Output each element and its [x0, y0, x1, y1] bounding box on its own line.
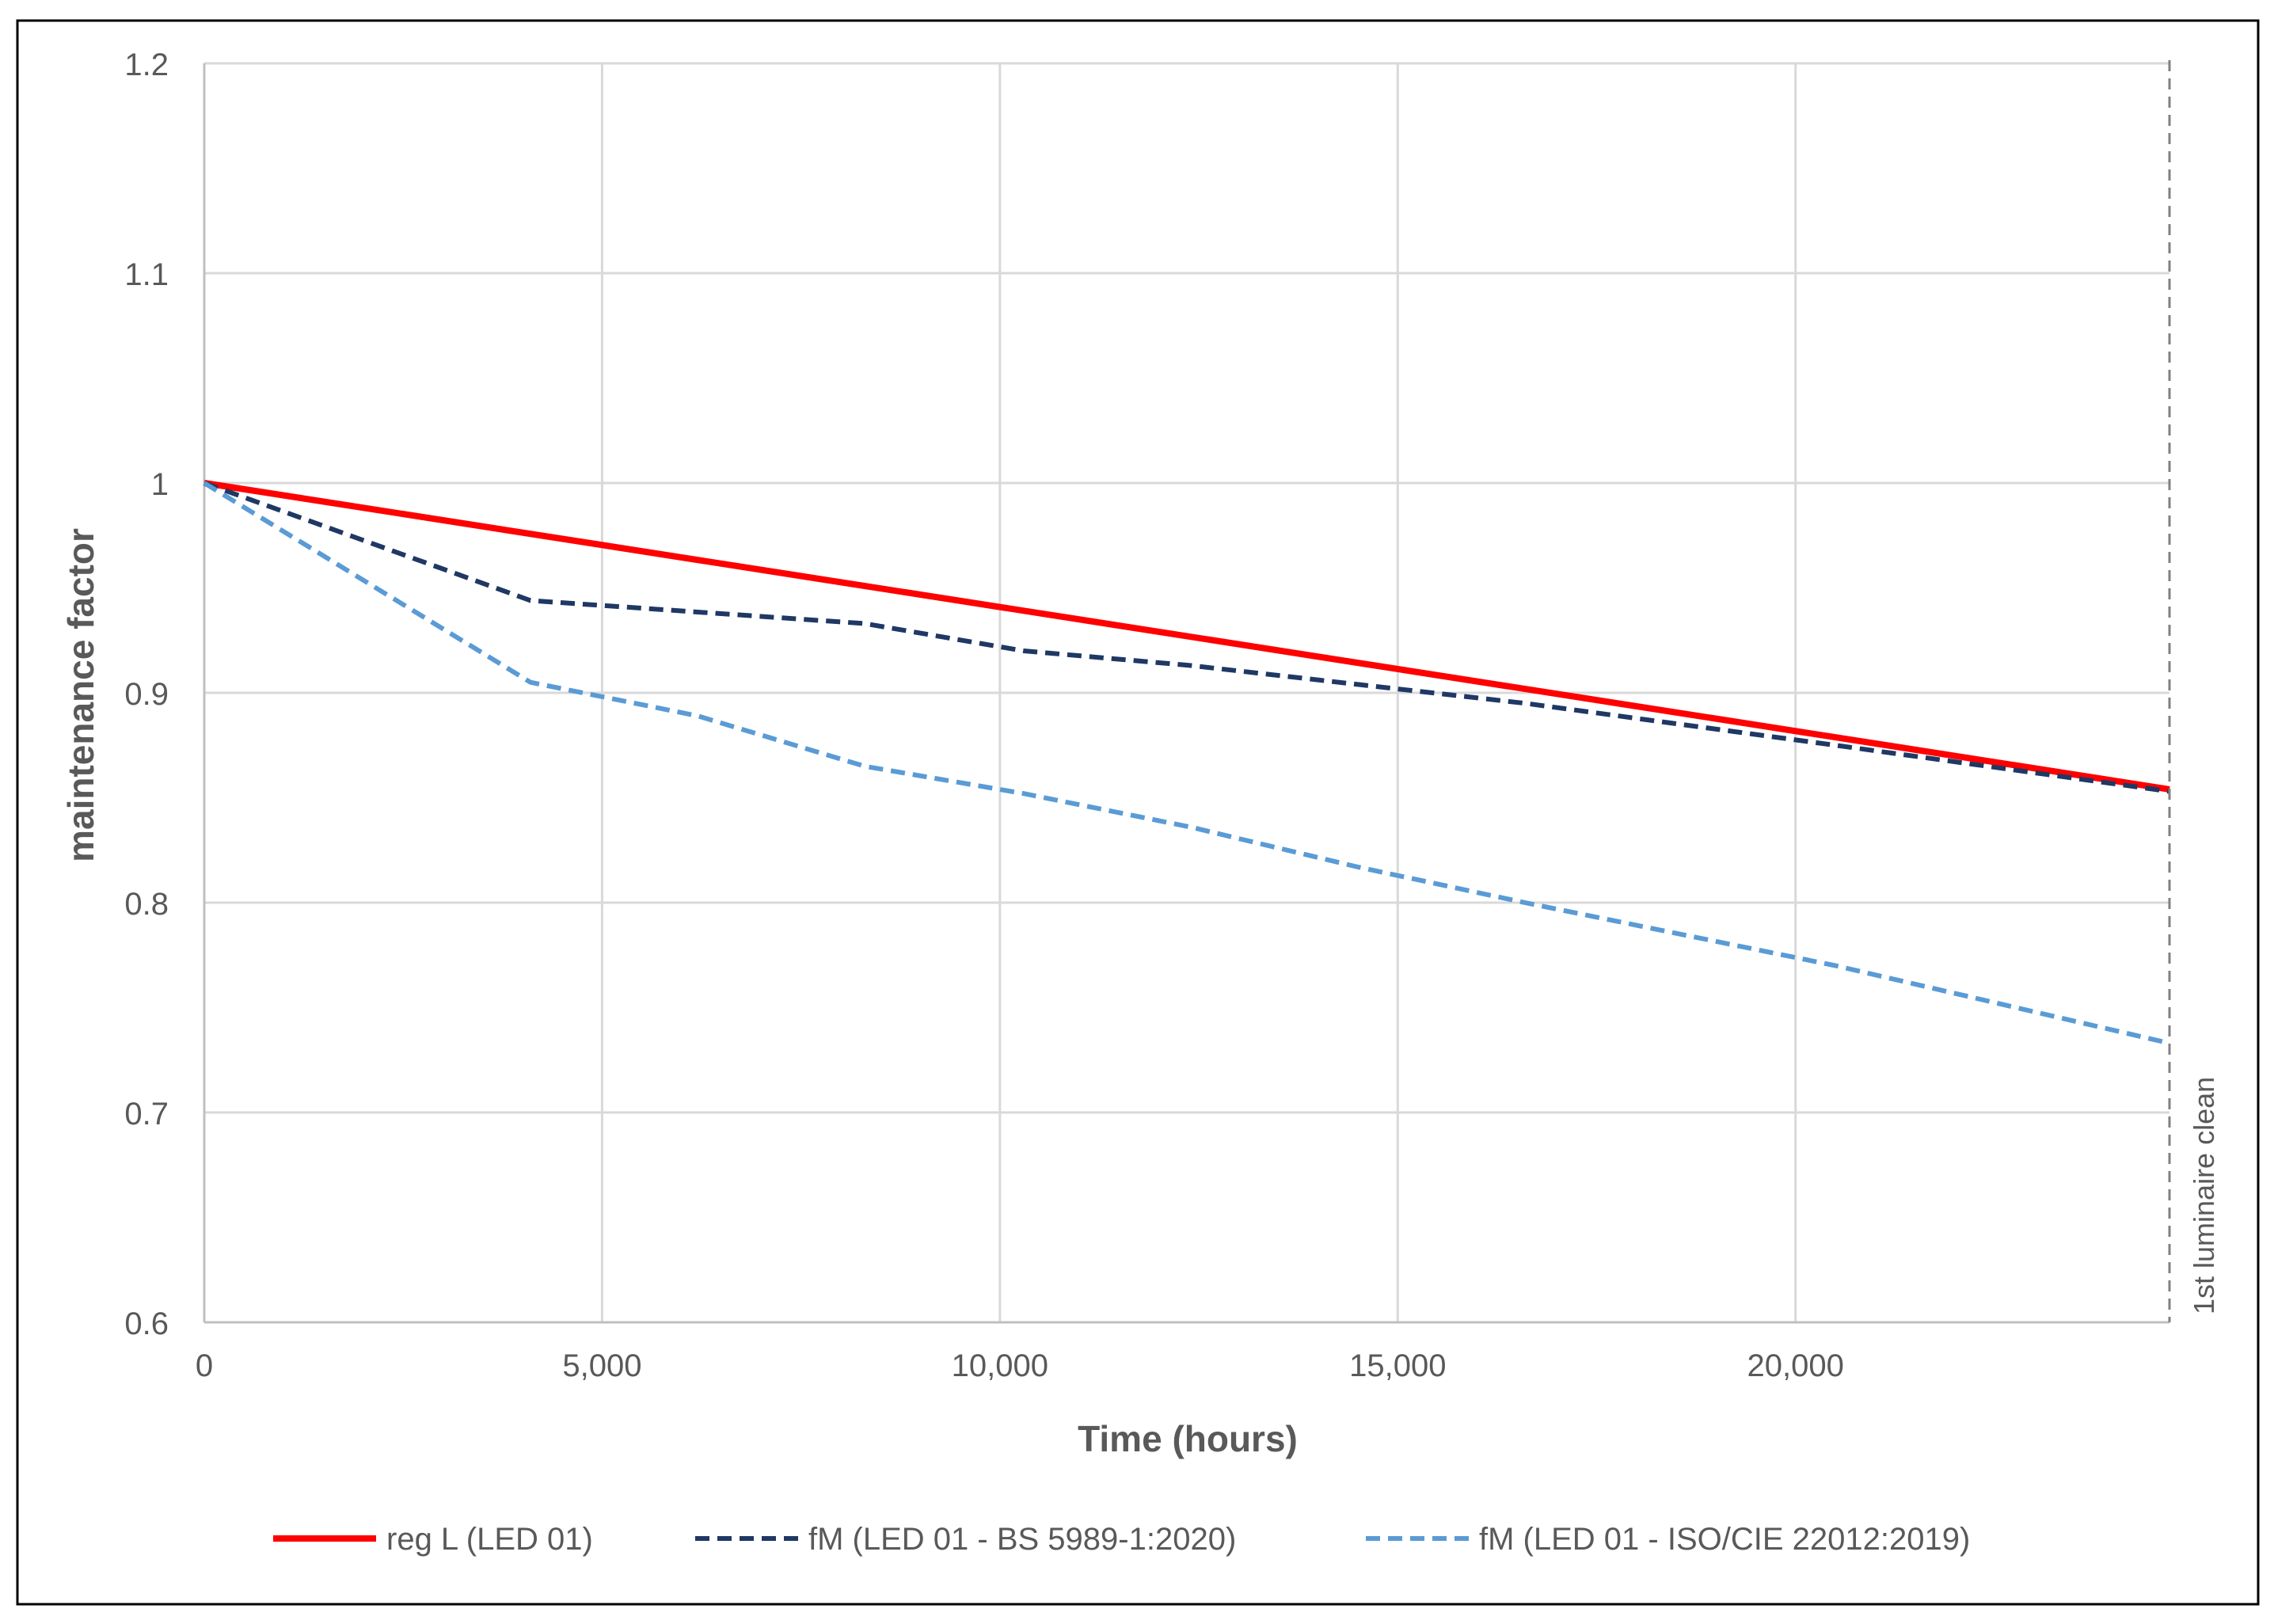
legend-label-3: fM (LED 01 - ISO/CIE 22012:2019) [1479, 1522, 1970, 1557]
x-tick-label: 10,000 [952, 1348, 1048, 1383]
x-tick-label: 15,000 [1349, 1348, 1446, 1383]
x-axis-ticks: 0 5,000 10,000 15,000 20,000 [196, 1348, 1844, 1383]
legend: reg L (LED 01) fM (LED 01 - BS 5989-1:202… [273, 1522, 1970, 1557]
series-line-2 [203, 481, 2170, 794]
series-line-3 [203, 481, 2170, 1046]
y-axis-label: maintenance factor [60, 528, 101, 862]
gridlines [203, 62, 2169, 1324]
x-axis-label: Time (hours) [1078, 1418, 1298, 1459]
y-tick-label: 0.9 [124, 677, 169, 712]
y-tick-label: 0.7 [124, 1097, 169, 1131]
x-tick-label: 0 [196, 1348, 213, 1383]
series-line-1 [203, 480, 2170, 793]
y-tick-label: 0.6 [124, 1306, 169, 1341]
annotations: 1st luminaire clean [2168, 60, 2220, 1322]
chart-border [16, 19, 2260, 1606]
y-axis-ticks: 0.6 0.7 0.8 0.9 1 1.1 1.2 [124, 48, 169, 1341]
x-tick-label: 5,000 [562, 1348, 641, 1383]
series-lines [203, 480, 2170, 1046]
y-tick-label: 1.2 [124, 48, 169, 82]
legend-label-1: reg L (LED 01) [386, 1522, 593, 1557]
y-tick-label: 1.1 [124, 257, 169, 292]
y-tick-label: 0.8 [124, 887, 169, 922]
axes [203, 63, 2169, 1324]
legend-label-2: fM (LED 01 - BS 5989-1:2020) [808, 1522, 1236, 1557]
x-tick-label: 20,000 [1747, 1348, 1844, 1383]
luminaire-clean-label: 1st luminaire clean [2188, 1077, 2220, 1314]
y-tick-label: 1 [151, 467, 169, 502]
